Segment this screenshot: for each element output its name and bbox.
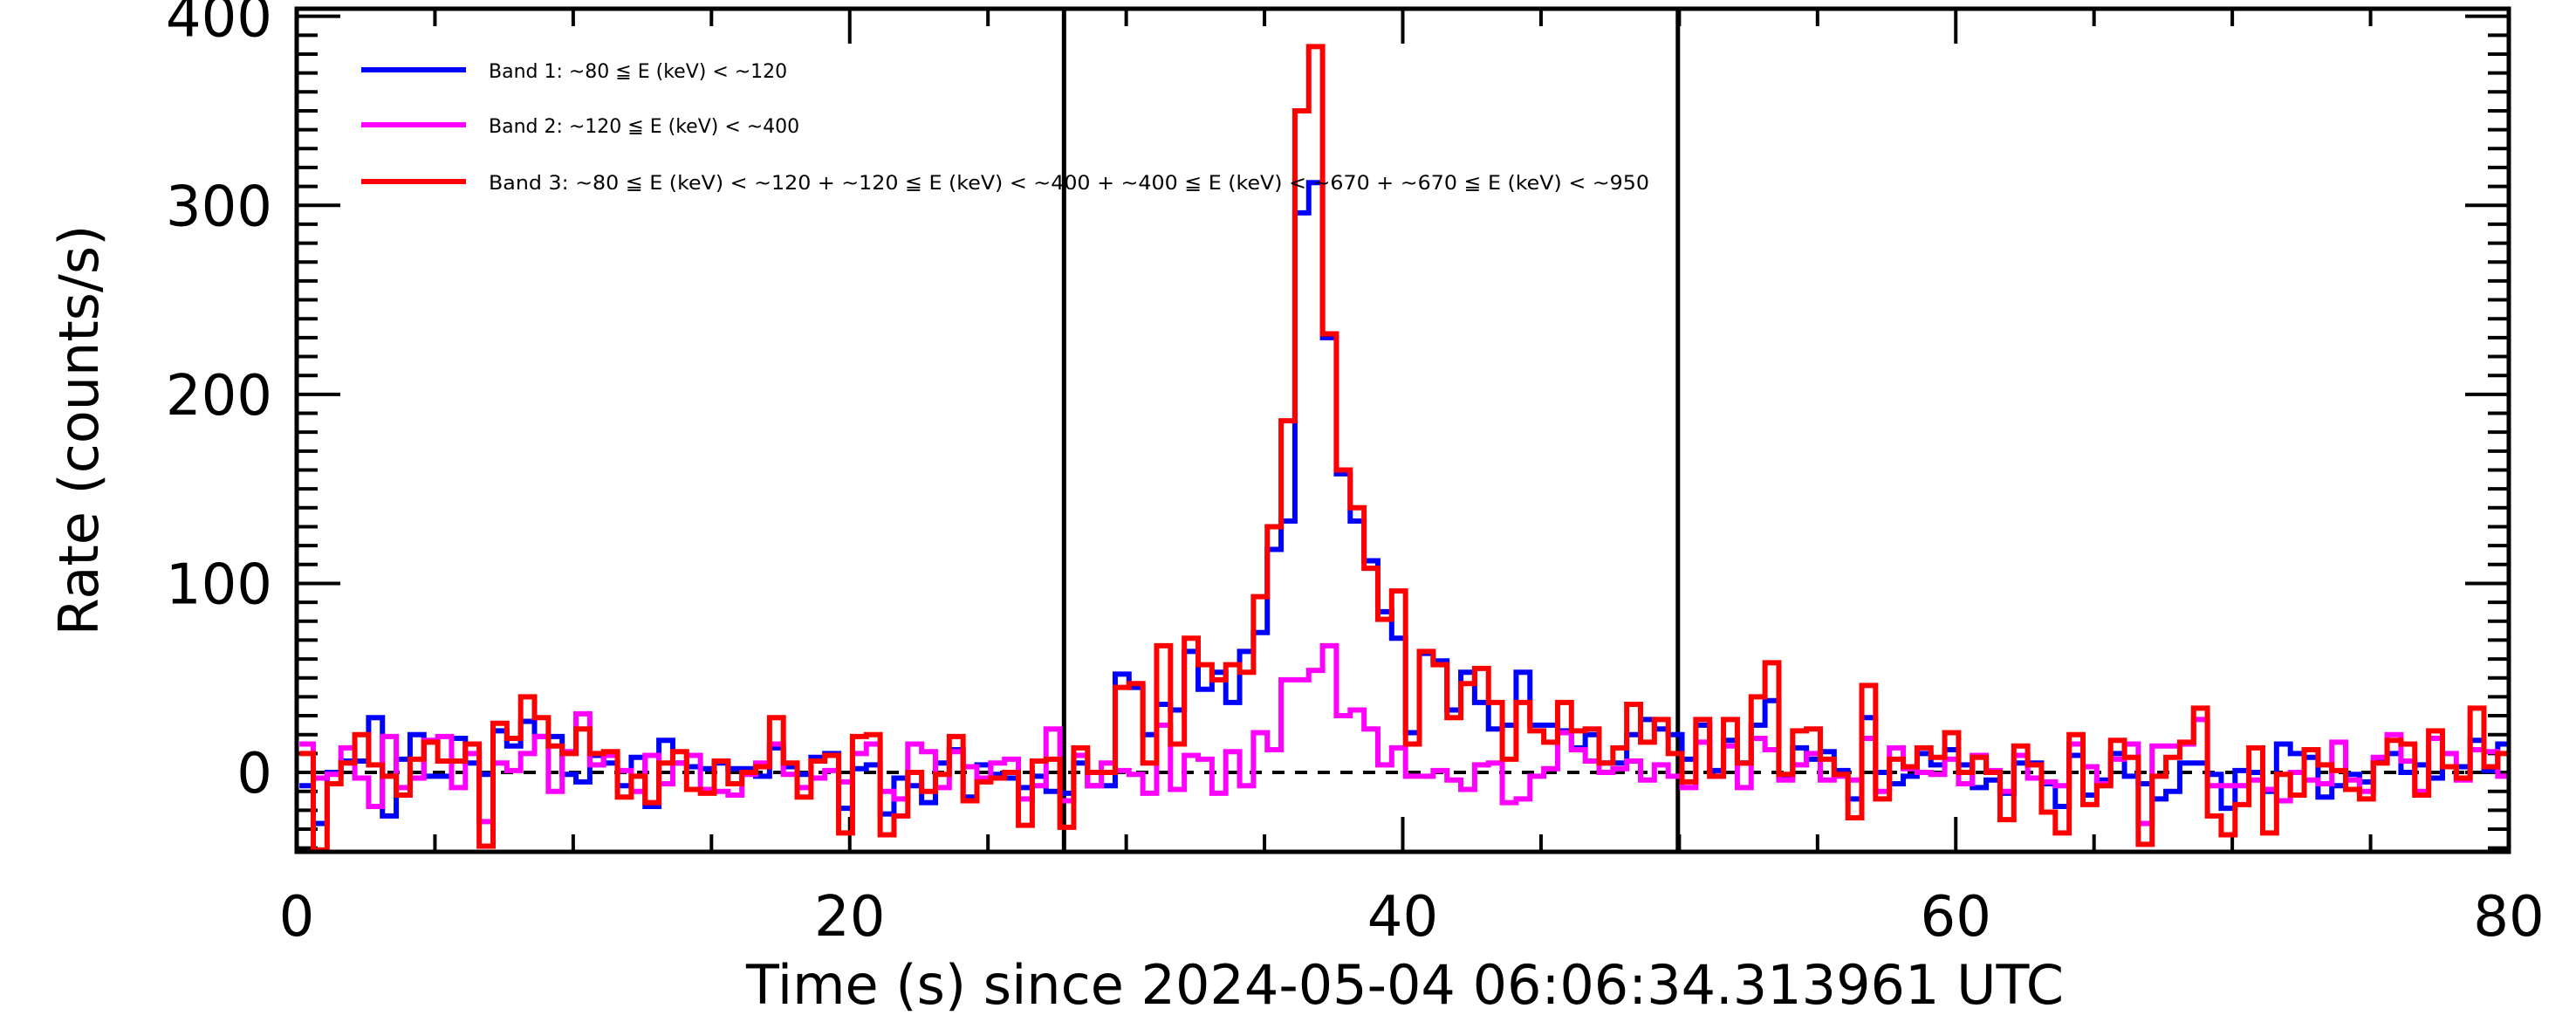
- legend-label-band-3: Band 3: ~80 ≦ E (keV) < ~120 + ~120 ≦ E …: [489, 173, 1649, 195]
- legend: Band 1: ~80 ≦ E (keV) < ~120 Band 2: ~120…: [361, 61, 1649, 195]
- y-tick-label: 300: [166, 175, 272, 239]
- y-axis-title: Rate (counts/s): [47, 225, 111, 636]
- x-tick-label: 0: [279, 885, 315, 950]
- legend-label-band-1: Band 1: ~80 ≦ E (keV) < ~120: [489, 61, 787, 83]
- tick-labels: 0 20 40 60 80 0 100 200 300 400: [166, 0, 2545, 950]
- x-tick-label: 60: [1921, 885, 1991, 950]
- plot-frame: [294, 6, 2511, 854]
- x-tick-label: 80: [2473, 885, 2544, 950]
- y-tick-label: 100: [166, 552, 272, 617]
- data-series: [299, 44, 2509, 852]
- x-tick-label: 20: [814, 885, 885, 950]
- legend-label-band-2: Band 2: ~120 ≦ E (keV) < ~400: [489, 116, 799, 138]
- y-tick-label: 0: [236, 742, 272, 806]
- x-tick-label: 40: [1367, 885, 1438, 950]
- y-tick-label: 200: [166, 364, 272, 429]
- series-line-band-3: [299, 44, 2509, 852]
- y-tick-label: 400: [166, 0, 272, 51]
- x-axis-title: Time (s) since 2024-05-04 06:06:34.31396…: [745, 953, 2064, 1017]
